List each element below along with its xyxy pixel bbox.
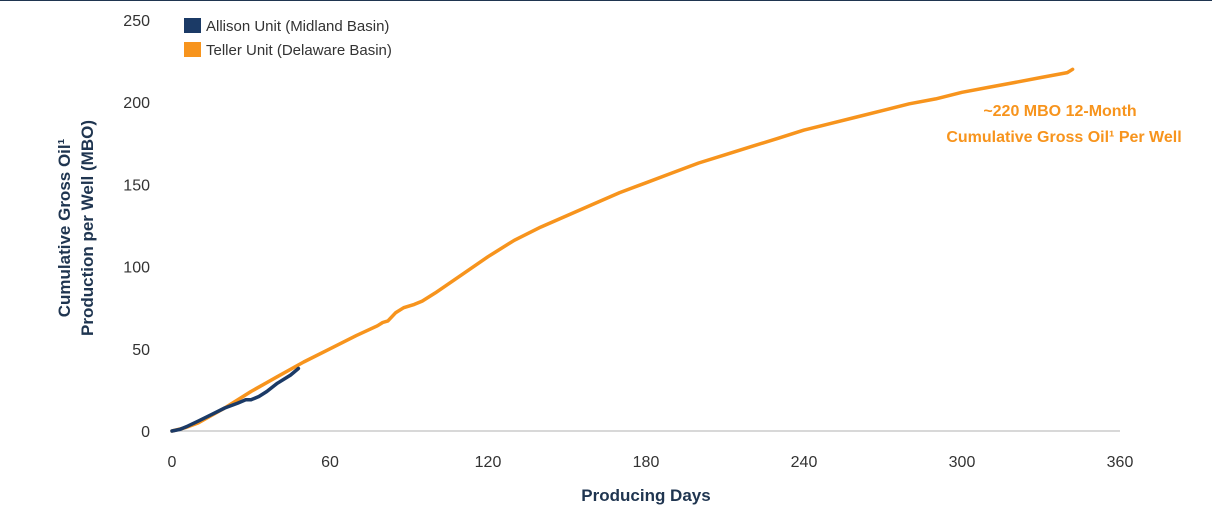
annotation-line2: Cumulative Gross Oil¹ Per Well bbox=[946, 129, 1181, 146]
x-tick-label: 0 bbox=[168, 454, 177, 471]
series-line-1 bbox=[170, 67, 1075, 433]
legend-swatch bbox=[184, 42, 201, 57]
series-line-0 bbox=[170, 366, 301, 433]
legend-label: Allison Unit (Midland Basin) bbox=[206, 18, 389, 35]
y-tick-label: 150 bbox=[123, 177, 150, 194]
x-tick-labels: 0 60 120 180 240 300 360 bbox=[168, 454, 1134, 471]
y-axis-title-line1: Cumulative Gross Oil¹ bbox=[55, 138, 74, 317]
x-axis-title: Producing Days bbox=[581, 486, 710, 505]
legend-label: Teller Unit (Delaware Basin) bbox=[206, 42, 392, 59]
series-layer bbox=[170, 67, 1075, 433]
y-tick-label: 250 bbox=[123, 13, 150, 30]
y-tick-label: 50 bbox=[132, 342, 150, 359]
x-tick-label: 360 bbox=[1107, 454, 1134, 471]
x-tick-label: 240 bbox=[791, 454, 818, 471]
y-tick-label: 0 bbox=[141, 424, 150, 441]
x-tick-label: 120 bbox=[475, 454, 502, 471]
y-tick-labels: 0 50 100 150 200 250 bbox=[123, 13, 150, 441]
legend-swatch bbox=[184, 18, 201, 33]
x-tick-label: 60 bbox=[321, 454, 339, 471]
x-tick-label: 180 bbox=[633, 454, 660, 471]
y-tick-label: 200 bbox=[123, 95, 150, 112]
y-tick-label: 100 bbox=[123, 260, 150, 277]
y-axis-title-line2: Production per Well (MBO) bbox=[78, 120, 97, 336]
x-tick-label: 300 bbox=[949, 454, 976, 471]
legend: Allison Unit (Midland Basin) Teller Unit … bbox=[184, 18, 392, 59]
annotation-line1: ~220 MBO 12-Month bbox=[983, 103, 1136, 120]
